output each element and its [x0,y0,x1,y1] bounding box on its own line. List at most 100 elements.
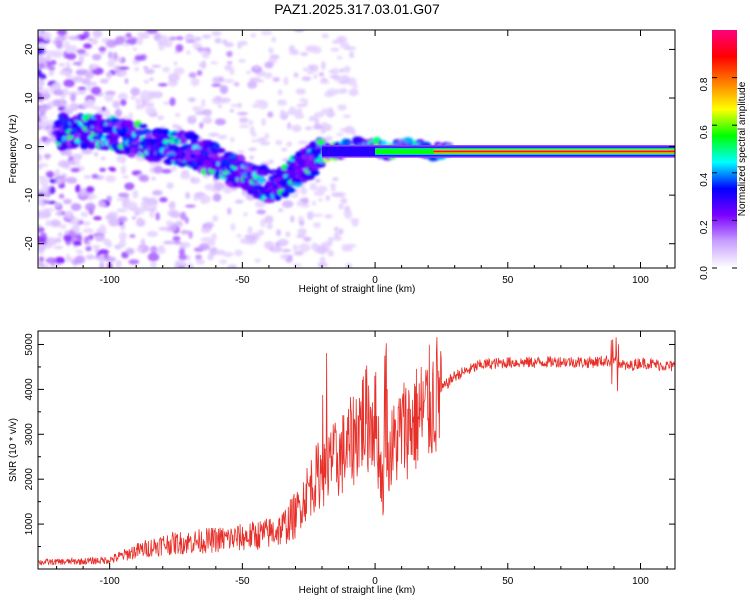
spectrogram-x-tick-label: 100 [632,275,649,286]
noise-blob [321,61,326,71]
noise-blob [149,77,154,82]
noise-blob [129,37,138,42]
noise-blob [267,221,273,229]
noise-blob [190,114,197,119]
noise-blob [343,65,351,74]
noise-blob [185,204,196,208]
noise-blob [45,153,50,161]
noise-blob [38,199,45,206]
snr-y-tick-label: 4000 [24,378,35,401]
noise-blob [137,217,143,224]
noise-blob [70,161,76,165]
spectrogram-x-tick-label: -50 [235,275,250,286]
noise-blob [158,226,169,231]
noise-blob [165,220,173,227]
noise-blob [45,257,57,264]
noise-blob [230,103,241,108]
noise-blob [313,123,323,130]
noise-blob [237,112,249,116]
noise-blob [70,167,81,173]
noise-blob [47,65,56,71]
noise-blob [277,89,283,96]
noise-blob [63,79,75,88]
noise-blob [318,72,325,77]
noise-blob [196,259,205,265]
noise-blob [300,187,308,195]
noise-blob [251,103,260,109]
noise-blob [134,66,140,72]
noise-blob [118,239,126,248]
noise-blob [239,238,249,244]
noise-blob [313,213,324,217]
noise-blob [162,66,171,73]
noise-blob [257,137,267,142]
noise-blob [85,246,92,252]
noise-blob [158,45,165,51]
noise-blob [306,70,314,75]
noise-blob [130,95,137,100]
noise-blob [90,86,102,95]
noise-blob [141,200,150,210]
noise-blob [38,78,45,88]
colorbar-tick-label: 0.0 [699,266,710,280]
noise-blob [40,208,46,214]
noise-blob [348,88,359,97]
noise-blob [65,52,77,60]
noise-blob [105,241,113,248]
noise-blob [140,238,146,248]
noise-blob [243,212,248,217]
noise-blob [76,49,87,54]
noise-blob [320,127,326,135]
noise-blob [201,34,212,39]
noise-blob [324,214,333,219]
noise-blob [123,201,132,206]
noise-blob [327,250,334,257]
noise-blob [151,190,162,196]
noise-blob [48,71,55,76]
snr-y-tick-label: 1000 [24,513,35,536]
ridge-blob [286,187,296,194]
noise-blob [63,87,69,97]
noise-blob [169,97,176,107]
noise-blob [75,184,81,193]
noise-blob [143,79,150,84]
noise-blob [82,228,95,234]
noise-blob [128,112,133,121]
noise-blob [236,234,242,238]
noise-blob [168,73,180,82]
noise-blob [344,125,355,134]
noise-blob [297,140,309,145]
noise-blob [38,73,47,80]
noise-blob [227,207,232,215]
noise-blob [124,182,135,191]
noise-blob [125,32,132,38]
colorbar-label: Normalized spectral amplitude [737,81,748,216]
noise-blob [344,46,357,51]
noise-blob [206,112,211,118]
noise-blob [118,66,130,70]
noise-blob [87,99,95,107]
noise-blob [70,203,82,211]
noise-blob [132,47,137,51]
noise-blob [301,76,312,82]
noise-blob [277,100,288,106]
ridge-blob [257,177,265,184]
colorbar-tick-label: 0.2 [699,220,710,234]
noise-blob [58,105,66,112]
noise-blob [135,97,141,106]
noise-blob [229,265,235,268]
noise-blob [186,50,191,55]
ridge-blob [95,115,102,122]
noise-blob [55,40,63,49]
noise-blob [132,216,136,220]
noise-blob [71,224,80,233]
noise-blob [332,236,343,241]
ridge-blob [138,123,148,129]
noise-blob [152,92,161,98]
noise-blob [298,243,311,253]
noise-blob [41,184,51,191]
noise-blob [116,155,127,163]
noise-blob [86,81,98,86]
noise-blob [281,249,292,253]
noise-blob [223,79,235,83]
